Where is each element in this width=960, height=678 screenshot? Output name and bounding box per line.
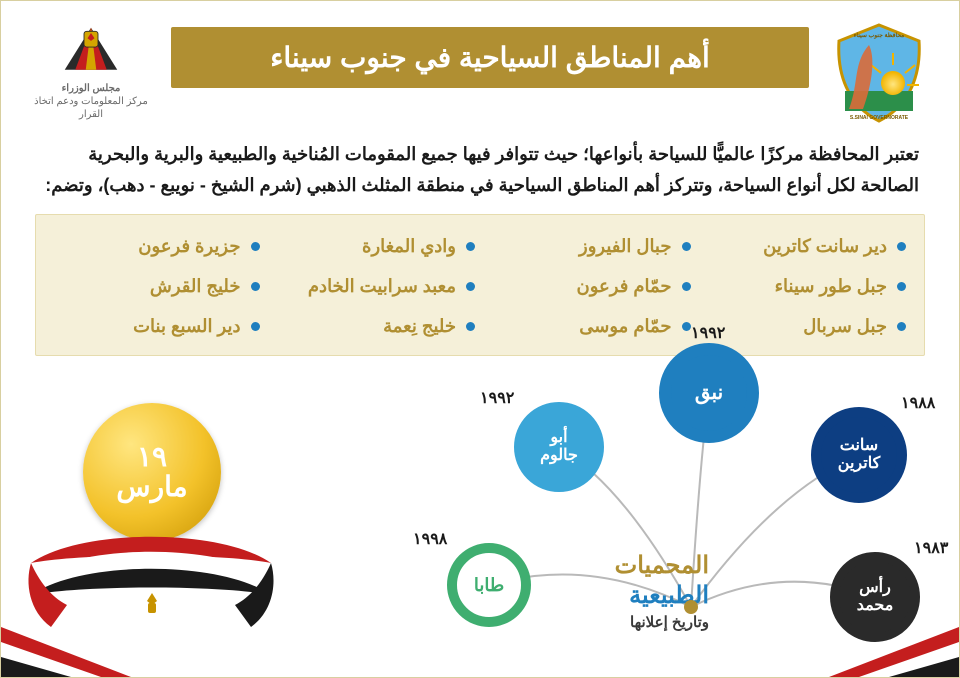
bullet-icon bbox=[682, 242, 691, 251]
bullet-icon bbox=[682, 282, 691, 291]
hub-line3: وتاريخ إعلانها bbox=[539, 613, 709, 631]
reserve-year: ١٩٨٣ bbox=[914, 538, 948, 558]
site-item: وادي المغارة bbox=[270, 229, 476, 263]
page: محافظة جنوب سيناء S.SINAI GOVERNORATE أه… bbox=[0, 0, 960, 678]
site-item: جزيرة فرعون bbox=[54, 229, 260, 263]
flag-corner-right-icon bbox=[829, 597, 959, 677]
site-label: دير السبع بنات bbox=[133, 316, 240, 337]
bullet-icon bbox=[466, 242, 475, 251]
site-label: جبال الفيروز bbox=[579, 236, 671, 257]
medal-line2: مارس bbox=[116, 473, 187, 501]
site-item: دير السبع بنات bbox=[54, 309, 260, 343]
site-label: معبد سرابيت الخادم bbox=[308, 276, 456, 297]
site-item: حمّام فرعون bbox=[485, 269, 691, 303]
gov-name-ar: محافظة جنوب سيناء bbox=[854, 32, 905, 39]
eagle-icon bbox=[139, 591, 165, 617]
header: محافظة جنوب سيناء S.SINAI GOVERNORATE أه… bbox=[1, 1, 959, 133]
bullet-icon bbox=[251, 282, 260, 291]
reserve-label: سانتكاترين bbox=[821, 437, 897, 474]
site-label: دير سانت كاترين bbox=[763, 236, 887, 257]
reserve-year: ١٩٩٨ bbox=[413, 529, 447, 549]
reserve-node-katr: سانتكاترين bbox=[811, 407, 907, 503]
bullet-icon bbox=[897, 242, 906, 251]
site-label: جزيرة فرعون bbox=[138, 236, 240, 257]
reserve-node-abug: أبوجالوم bbox=[514, 402, 604, 492]
bullet-icon bbox=[251, 322, 260, 331]
reserve-year: ١٩٩٢ bbox=[480, 388, 514, 408]
site-item: جبل طور سيناء bbox=[701, 269, 907, 303]
reserve-year: ١٩٨٨ bbox=[901, 393, 935, 413]
flag-corner-left-icon bbox=[1, 597, 131, 677]
bullet-icon bbox=[466, 282, 475, 291]
intro-text: تعتبر المحافظة مركزًا عالميًّا للسياحة ب… bbox=[1, 133, 959, 214]
site-label: خليج القرش bbox=[150, 276, 241, 297]
cabinet-logo: مجلس الوزراء مركز المعلومات ودعم اتخاذ ا… bbox=[31, 23, 151, 121]
pm-line2: مركز المعلومات ودعم اتخاذ القرار bbox=[31, 95, 151, 121]
site-item: معبد سرابيت الخادم bbox=[270, 269, 476, 303]
page-title: أهم المناطق السياحية في جنوب سيناء bbox=[171, 27, 809, 88]
site-label: جبل طور سيناء bbox=[775, 276, 887, 297]
hub-line1: المحميات bbox=[539, 551, 709, 581]
reserve-label: طابا bbox=[457, 575, 521, 596]
site-label: وادي المغارة bbox=[362, 236, 456, 257]
governorate-logo: محافظة جنوب سيناء S.SINAI GOVERNORATE bbox=[829, 23, 929, 123]
medal-icon: ١٩ مارس bbox=[83, 403, 221, 541]
bullet-icon bbox=[251, 242, 260, 251]
bullet-icon bbox=[897, 282, 906, 291]
reserve-label: نبق bbox=[671, 382, 747, 405]
hub-dot-icon bbox=[684, 600, 698, 614]
reserve-node-taba: طابا bbox=[447, 543, 531, 627]
site-item: دير سانت كاترين bbox=[701, 229, 907, 263]
medal-line1: ١٩ bbox=[116, 443, 187, 471]
reserve-year: ١٩٩٢ bbox=[691, 323, 725, 343]
site-label: حمّام فرعون bbox=[577, 276, 672, 297]
diagram-hub: المحميات الطبيعية وتاريخ إعلانها bbox=[539, 551, 709, 631]
reserve-node-nabq: نبق bbox=[659, 343, 759, 443]
pm-line1: مجلس الوزراء bbox=[31, 82, 151, 95]
site-item: جبال الفيروز bbox=[485, 229, 691, 263]
reserve-label: أبوجالوم bbox=[524, 429, 594, 466]
site-item: خليج القرش bbox=[54, 269, 260, 303]
gov-name-en: S.SINAI GOVERNORATE bbox=[850, 115, 909, 121]
